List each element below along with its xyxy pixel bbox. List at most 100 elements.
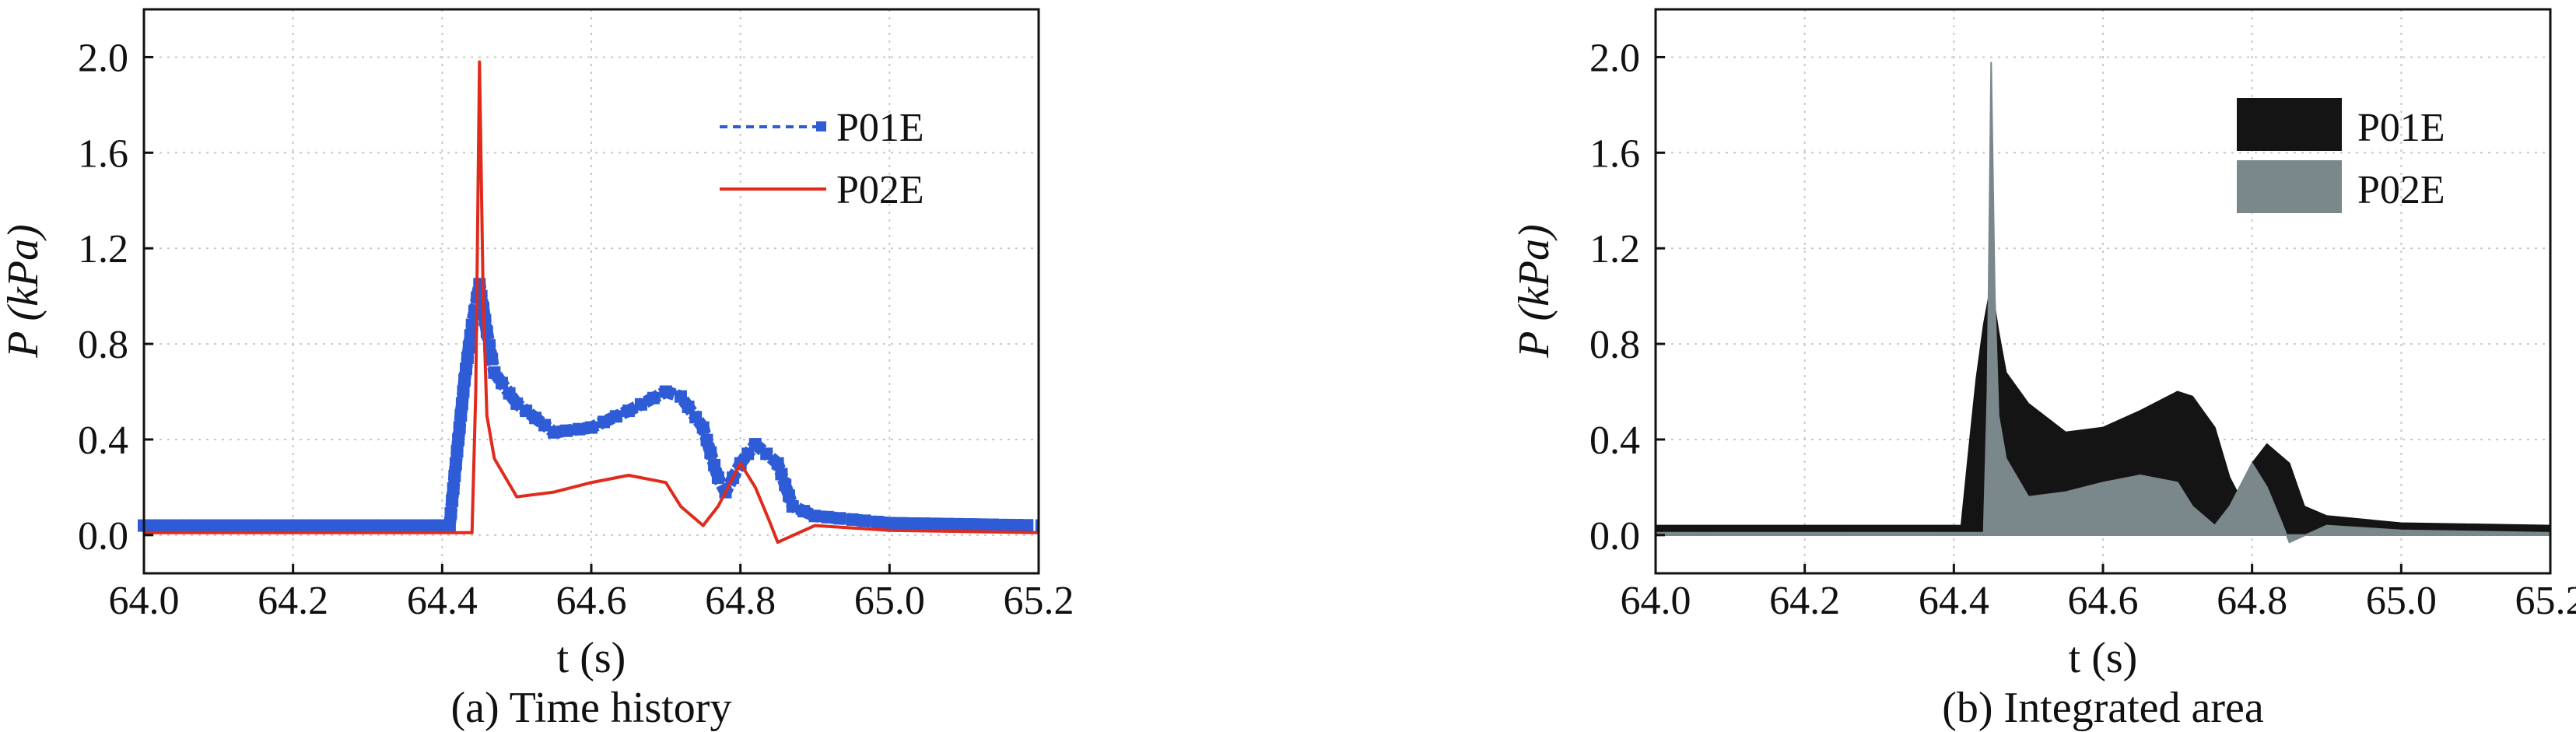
marker-p01e: [446, 494, 459, 507]
marker-p01e: [634, 398, 647, 411]
panel-integrated-area: 64.0 64.2 64.4 64.6 64.8 65.0 65.2 0.0 0.4 0.8 1.2…: [1510, 8, 2576, 732]
y-tick-label: 0.4: [78, 419, 128, 463]
marker-p01e: [258, 519, 271, 532]
marker-p01e: [682, 401, 695, 413]
marker-p01e: [460, 362, 472, 375]
x-tick-label: 65.2: [1004, 579, 1074, 623]
marker-p01e: [675, 390, 687, 403]
marker-p01e: [247, 519, 260, 532]
marker-p01e: [895, 517, 908, 530]
x-tick-label: 65.0: [854, 579, 925, 623]
panel-caption: (a) Time history: [451, 684, 732, 732]
marker-p01e: [454, 409, 468, 422]
legend-swatch-p02e: [2237, 160, 2342, 213]
marker-p01e: [399, 519, 412, 532]
marker-p01e: [225, 519, 238, 532]
marker-p01e: [462, 340, 475, 353]
marker-p01e: [444, 506, 457, 520]
marker-p01e: [192, 519, 205, 532]
marker-p01e: [846, 513, 859, 526]
marker-p01e: [783, 489, 795, 503]
legend-label-p02e: P02E: [836, 168, 924, 212]
x-axis-label: t (s): [557, 634, 626, 682]
x-tick-label: 64.2: [1769, 579, 1840, 623]
marker-p01e: [1009, 519, 1022, 532]
marker-p01e: [447, 482, 460, 495]
legend-marker-p01e: [816, 121, 826, 131]
marker-p01e: [696, 421, 710, 434]
marker-p01e: [775, 468, 788, 481]
marker-p01e: [366, 519, 380, 532]
marker-p01e: [334, 519, 347, 532]
marker-p01e: [485, 352, 499, 366]
marker-p01e: [159, 519, 173, 532]
marker-p01e: [929, 517, 942, 531]
marker-p01e: [464, 329, 477, 342]
marker-p01e: [203, 519, 216, 532]
marker-p01e: [689, 411, 703, 424]
marker-p01e: [455, 397, 468, 410]
marker-p01e: [450, 445, 464, 458]
marker-p01e: [704, 446, 717, 459]
marker-p01e: [488, 366, 501, 379]
marker-p01e: [312, 519, 325, 532]
marker-p01e: [647, 391, 660, 405]
legend: P01E P02E: [2237, 98, 2445, 213]
x-tick-label: 64.4: [407, 579, 478, 623]
x-tick-label: 64.6: [2068, 579, 2139, 623]
marker-p01e: [214, 519, 227, 532]
legend-label-p01e: P01E: [836, 106, 924, 150]
marker-p01e: [741, 447, 755, 461]
marker-p01e: [356, 519, 369, 532]
axis-ticks: 64.0 64.2 64.4 64.6 64.8 65.0 65.2 0.0 0.4 0.8 1.2…: [78, 36, 1074, 623]
marker-p01e: [548, 426, 561, 439]
legend-label-p01e: P01E: [2357, 106, 2445, 150]
grid-lines: [144, 9, 1039, 573]
series-layer: [138, 60, 1039, 545]
marker-p01e: [941, 517, 954, 531]
marker-p01e: [708, 459, 721, 471]
marker-p01e: [377, 519, 391, 532]
marker-p01e: [821, 510, 834, 524]
y-tick-label: 2.0: [1589, 36, 1640, 80]
marker-p01e: [748, 438, 762, 451]
marker-p01e: [170, 519, 184, 532]
marker-p01e: [786, 500, 799, 513]
series-layer: [1655, 61, 2551, 544]
legend-swatch-p01e: [2237, 98, 2342, 151]
marker-p01e: [301, 519, 314, 532]
y-tick-label: 1.2: [78, 227, 128, 271]
marker-p01e: [997, 518, 1011, 531]
marker-p01e: [449, 457, 462, 471]
marker-p01e: [952, 517, 965, 531]
y-tick-label: 1.2: [1589, 227, 1640, 271]
x-tick-label: 64.8: [2217, 579, 2287, 623]
y-tick-label: 2.0: [78, 36, 128, 80]
marker-p01e: [1021, 519, 1034, 532]
x-tick-label: 64.8: [705, 579, 776, 623]
marker-p01e: [598, 415, 610, 429]
marker-p01e: [833, 512, 846, 525]
series-line-p01e: [144, 278, 1039, 532]
marker-p01e: [443, 519, 456, 532]
x-axis-label: t (s): [2069, 634, 2138, 682]
marker-p01e: [573, 422, 585, 436]
x-tick-label: 64.6: [556, 579, 627, 623]
marker-p01e: [771, 457, 784, 470]
marker-p01e: [609, 410, 622, 423]
marker-p01e: [760, 447, 773, 461]
legend: P01E P02E: [720, 106, 924, 212]
marker-p01e: [290, 519, 303, 532]
marker-p01e: [779, 478, 792, 492]
marker-p01e: [659, 385, 672, 398]
marker-p01e: [858, 514, 871, 527]
marker-p01e: [236, 519, 249, 532]
marker-p01e: [452, 433, 465, 446]
marker-p01e: [622, 405, 635, 418]
x-tick-label: 65.0: [2366, 579, 2437, 623]
panel-caption: (b) Integrated area: [1942, 684, 2264, 732]
y-tick-label: 0.8: [78, 323, 128, 367]
axis-ticks: 64.0 64.2 64.4 64.6 64.8 65.0 65.2 0.0 0.4 0.8 1.2…: [1589, 36, 2576, 623]
series-line-p02e: [144, 60, 1039, 545]
y-tick-label: 1.6: [78, 131, 128, 176]
